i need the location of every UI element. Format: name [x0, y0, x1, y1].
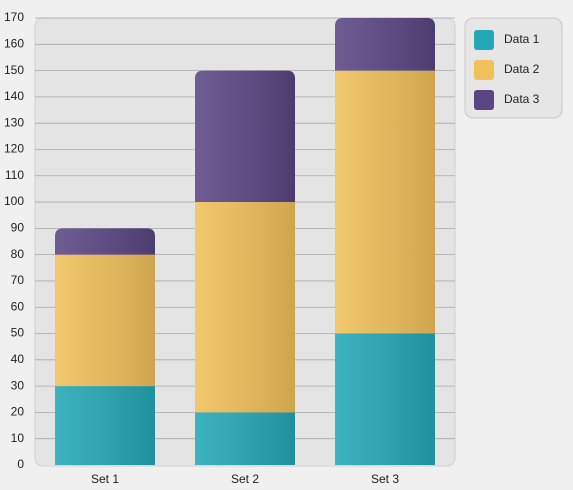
y-tick-label: 10: [11, 431, 25, 445]
y-tick-label: 90: [11, 221, 25, 235]
y-tick-label: 150: [4, 63, 24, 77]
y-tick-label: 160: [4, 36, 24, 50]
bar-shade: [335, 333, 435, 465]
y-tick-label: 80: [11, 247, 25, 261]
y-tick-label: 130: [4, 115, 24, 129]
bar-shade: [55, 386, 155, 465]
y-tick-label: 140: [4, 89, 24, 103]
x-tick-label: Set 2: [231, 472, 259, 486]
bar-shade: [335, 18, 435, 71]
legend-label: Data 1: [504, 32, 540, 46]
y-tick-label: 170: [4, 10, 24, 24]
y-tick-label: 70: [11, 273, 25, 287]
legend-label: Data 3: [504, 92, 540, 106]
bar-shade: [195, 202, 295, 413]
legend-swatch: [474, 90, 494, 110]
y-tick-label: 0: [17, 457, 24, 471]
y-tick-label: 100: [4, 194, 24, 208]
y-tick-label: 30: [11, 378, 25, 392]
y-tick-label: 50: [11, 326, 25, 340]
bar-shade: [55, 254, 155, 387]
bar-shade: [195, 70, 295, 203]
legend-label: Data 2: [504, 62, 540, 76]
legend-swatch: [474, 30, 494, 50]
y-tick-label: 120: [4, 142, 24, 156]
y-tick-label: 110: [5, 168, 24, 182]
bar-shade: [335, 70, 435, 334]
y-tick-label: 60: [11, 299, 25, 313]
bar-shade: [195, 412, 295, 465]
legend-swatch: [474, 60, 494, 80]
x-tick-label: Set 3: [371, 472, 399, 486]
y-tick-label: 40: [11, 352, 25, 366]
x-tick-label: Set 1: [91, 472, 119, 486]
bar-shade: [55, 228, 155, 255]
y-tick-label: 20: [11, 405, 25, 419]
